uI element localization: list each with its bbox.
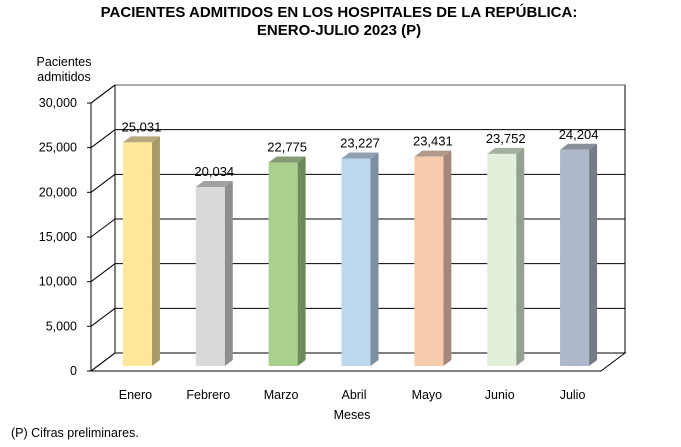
gridline-side [90,263,116,283]
bar-mayo: 23,431 [413,134,453,366]
bar-top [414,150,452,157]
bar-front [560,149,590,366]
bar-side [297,156,306,366]
data-label: 20,034 [194,164,234,179]
bar-top [560,143,598,150]
y-tick-label: 5,000 [46,319,77,333]
y-axis-title-line-1: Pacientes [37,55,92,69]
bar-front [414,156,444,366]
x-tick-label: Abril [341,388,366,402]
y-tick-label: 25,000 [39,141,77,155]
bar-top [487,147,525,154]
y-tick-label: 30,000 [39,96,77,110]
bar-side [151,136,160,366]
x-tick-label: Julio [560,388,586,402]
gridline-side [90,129,116,149]
x-tick-label: Junio [485,388,515,402]
bar-enero: 25,031 [122,119,162,366]
bar-front [122,142,152,366]
footnote: (P) Cifras preliminares. [11,426,139,440]
x-axis-labels: Enero Febrero Marzo Abril Mayo Junio Julio [119,388,586,402]
bar-febrero: 20,034 [194,164,234,366]
bar-front [487,153,517,366]
bar-top [268,156,306,163]
bar-junio: 23,752 [486,131,526,366]
x-tick-label: Marzo [264,388,299,402]
x-tick-label: Enero [119,388,152,402]
y-tick-label: 15,000 [39,230,77,244]
gridline-side [90,173,116,193]
x-tick-label: Febrero [186,388,230,402]
data-label: 22,775 [267,140,307,155]
data-label: 23,227 [340,136,380,151]
bar-side [224,181,233,366]
bar-abril: 23,227 [340,136,380,366]
gridline-side [90,84,116,104]
bar-julio: 24,204 [559,127,599,366]
bar-side [516,147,525,366]
bar-top [122,136,160,143]
x-tick-label: Mayo [412,388,443,402]
bar-front [268,162,298,366]
data-label: 25,031 [122,119,162,134]
bar-front [341,158,371,366]
data-label: 23,752 [486,131,526,146]
bar-side [370,152,379,366]
gridline-side [90,352,116,372]
chart-title-line-2: ENERO-JULIO 2023 (P) [257,22,421,39]
y-tick-label: 20,000 [39,185,77,199]
chart-title-line-1: PACIENTES ADMITIDOS EN LOS HOSPITALES DE… [101,3,578,21]
bar-top [195,181,233,188]
y-axis-title-line-2: admitidos [37,70,91,84]
bar-side [589,143,598,366]
bar-marzo: 22,775 [267,140,307,366]
y-tick-label: 10,000 [39,275,77,289]
data-label: 23,431 [413,134,453,149]
bars: 25,031 20,034 22,775 23,227 23,431 23,752 24,2… [122,119,599,366]
y-axis-ticks: 0 5,000 10,000 15,000 20,000 25,000 30,000 [39,96,91,378]
bar-front [195,187,225,366]
data-label: 24,204 [559,127,599,142]
bar-top [341,152,379,159]
gridline-side [90,218,116,238]
bar-side [443,150,452,366]
y-tick-label: 0 [70,364,77,378]
gridline-side [90,307,116,327]
x-axis-title: Meses [334,408,371,422]
